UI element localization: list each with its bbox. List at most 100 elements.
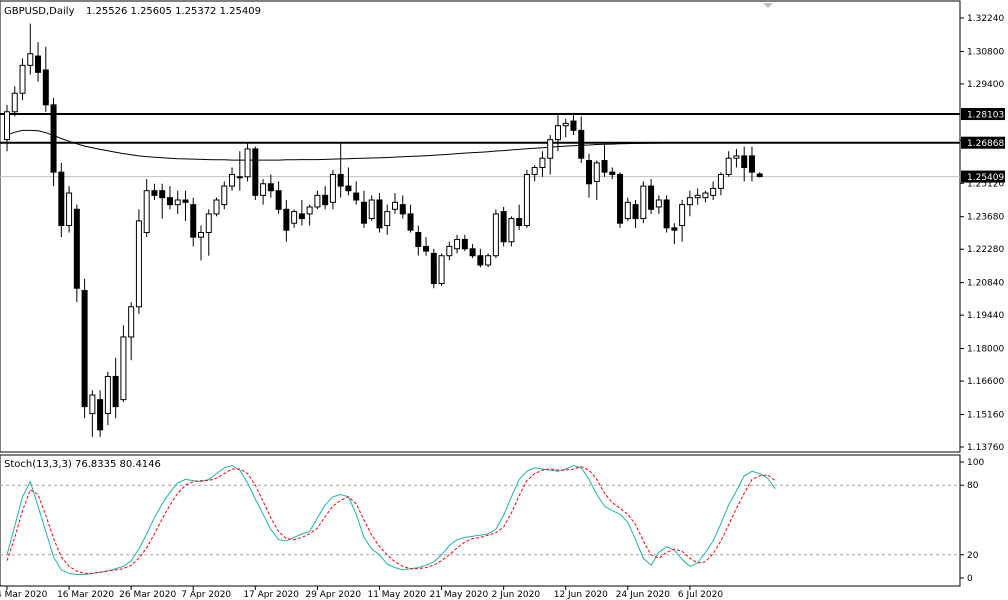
date-axis: 4 Mar 2020 16 Mar 2020 26 Mar 2020 7 Apr 20…	[0, 586, 723, 600]
candle	[454, 234, 461, 254]
candle-body-bearish	[42, 69, 49, 106]
candle-body-bullish	[198, 232, 204, 238]
candle	[252, 146, 259, 200]
price-tick-label: 1.18000	[967, 345, 1004, 355]
candle	[128, 302, 135, 361]
candle-body-bullish	[66, 192, 73, 227]
candle	[174, 190, 181, 214]
candle-body-bearish	[159, 190, 166, 199]
candle	[648, 179, 655, 214]
candle-body-bearish	[345, 185, 352, 192]
candle	[477, 248, 484, 268]
price-tick-label: 1.16600	[967, 377, 1004, 387]
candle	[423, 237, 430, 256]
candle-body-bearish	[469, 248, 476, 257]
candle	[260, 179, 267, 205]
candle	[686, 190, 693, 217]
candle-body-bearish	[617, 173, 624, 224]
candle	[492, 209, 499, 259]
candle-body-bearish	[190, 204, 197, 238]
candle-body-bearish	[500, 211, 507, 243]
candle	[578, 116, 585, 163]
candle-body-bullish	[368, 199, 375, 220]
candle-body-bearish	[461, 238, 468, 250]
candle	[166, 186, 173, 210]
candle-body-bearish	[97, 399, 104, 431]
price-tick-label: 1.25120	[967, 179, 1004, 189]
candle	[19, 58, 26, 101]
candle	[221, 181, 228, 210]
candle-body-bullish	[702, 192, 709, 199]
price-axis: 1.322401.308001.294001.269601.251201.236…	[960, 14, 1005, 453]
candle-body-bullish	[4, 111, 10, 141]
candle	[516, 204, 523, 231]
candle-body-bearish	[748, 155, 755, 173]
stoch-signal-line	[6, 466, 776, 574]
candle	[640, 181, 647, 224]
horizontal-line-price-label: 1.28103	[967, 111, 1004, 121]
candle-body-bearish	[586, 160, 592, 185]
candle	[198, 225, 204, 261]
stoch-tick-label: 80	[967, 481, 979, 491]
horizontal-line-price-label-box	[961, 108, 1005, 121]
candle-body-bearish	[267, 183, 274, 192]
stochastic-frame	[0, 454, 961, 587]
candle	[135, 209, 142, 314]
main-chart-frame	[0, 0, 961, 453]
candle-body-bullish	[485, 255, 492, 266]
date-label: 29 Apr 2020	[305, 590, 361, 600]
candle-body-bearish	[399, 204, 406, 215]
candle-body-bearish	[430, 252, 437, 285]
price-tick-label: 1.22280	[967, 245, 1004, 255]
candle	[671, 223, 678, 245]
candle	[593, 160, 600, 200]
candle	[314, 190, 321, 210]
candle	[360, 190, 367, 228]
candle-body-bearish	[648, 185, 655, 210]
candle-body-bullish	[392, 201, 398, 210]
candle	[554, 114, 561, 152]
candle-body-bullish	[174, 199, 181, 206]
candle-body-bearish	[275, 190, 282, 210]
candle	[151, 183, 158, 200]
candle	[143, 179, 150, 238]
candle-body-bearish	[609, 171, 616, 175]
candle-body-bullish	[244, 148, 251, 178]
candle-body-bullish	[314, 194, 321, 208]
candle	[384, 204, 391, 235]
date-label: 24 Jun 2020	[616, 590, 670, 600]
candle-body-bearish	[663, 199, 670, 229]
stoch-tick-label: 0	[967, 574, 973, 584]
chart-shift-marker[interactable]	[763, 3, 773, 8]
candle-body-bearish	[337, 173, 344, 187]
candle-body-bullish	[624, 201, 631, 220]
candle-body-bearish	[322, 194, 329, 206]
candle-body-bullish	[306, 206, 313, 215]
date-label: 17 Apr 2020	[243, 590, 299, 600]
candle-body-bearish	[73, 208, 80, 289]
candle-body-bullish	[236, 176, 243, 179]
price-tick-label: 1.15160	[967, 411, 1004, 421]
candle-body-bullish	[329, 173, 336, 203]
current-price-label-box	[961, 170, 1005, 183]
candle	[66, 186, 73, 233]
candle	[539, 151, 546, 177]
candle	[399, 195, 406, 219]
candle	[42, 46, 49, 112]
candle	[679, 200, 686, 242]
candle	[120, 325, 127, 402]
candle-body-bearish	[741, 155, 748, 168]
price-tick-label: 1.20840	[967, 279, 1004, 289]
candle-body-bullish	[260, 183, 267, 196]
date-label: 2 Jun 2020	[492, 590, 541, 600]
candle-body-bearish	[81, 290, 88, 408]
candle-body-bearish	[632, 204, 639, 220]
date-label: 16 Mar 2020	[57, 590, 114, 600]
candle	[50, 97, 57, 187]
stochastic-label: Stoch(13,3,3) 76.8335 80.4146	[4, 459, 161, 470]
candle-body-bullish	[554, 125, 561, 141]
candle	[81, 278, 88, 419]
candle-body-bullish	[104, 375, 111, 415]
candle	[182, 190, 189, 221]
